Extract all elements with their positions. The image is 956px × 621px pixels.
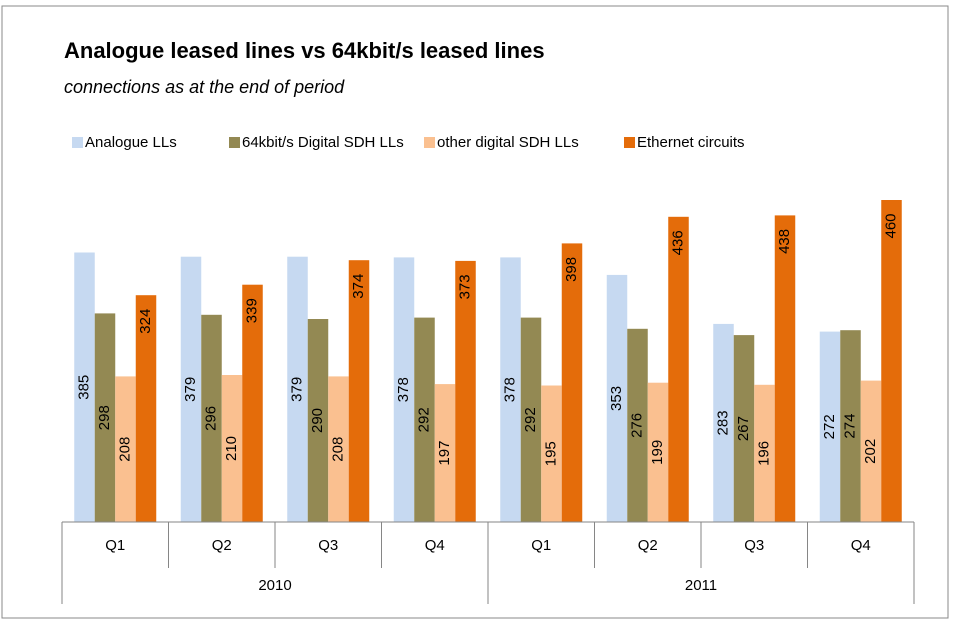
data-label: 208 [329,437,346,462]
data-label: 267 [735,416,752,441]
data-label: 195 [542,441,559,466]
data-label: 296 [202,406,219,431]
bar [455,260,476,522]
data-label: 208 [116,437,133,462]
bar [774,215,796,522]
bar [647,382,669,522]
bar [94,313,116,522]
x-tick-label: Q4 [425,537,445,554]
bar [627,328,648,522]
bar [561,243,583,522]
bar [180,256,202,522]
data-label: 196 [755,441,772,466]
data-label: 210 [223,436,240,461]
x-tick-label: Q1 [531,537,551,554]
bar [541,385,562,522]
data-label: 353 [608,386,625,411]
data-label: 272 [821,414,838,439]
data-label: 379 [182,377,199,402]
chart-title: Analogue leased lines vs 64kbit/s leased… [64,38,545,63]
legend-swatch [229,137,240,148]
data-label: 374 [350,274,367,299]
bar [393,257,415,522]
bar [606,274,628,522]
data-label: 290 [309,408,326,433]
bar [713,323,734,522]
x-tick-label: Q2 [212,537,232,554]
data-label: 292 [522,407,539,432]
bar [74,252,95,522]
bar [221,375,243,522]
bar [115,376,136,522]
bar [201,314,222,522]
data-label: 373 [456,274,473,299]
bar [520,317,542,522]
x-tick-label: Q1 [105,537,125,554]
chart-subtitle: connections as at the end of period [64,77,345,97]
data-label: 274 [841,414,858,439]
x-group-label: 2010 [258,577,291,594]
data-label: 438 [776,229,793,254]
legend-label: 64kbit/s Digital SDH LLs [242,134,404,151]
data-label: 283 [714,410,731,435]
bar [500,257,521,522]
legend-label: Analogue LLs [85,134,177,151]
bar [840,330,861,522]
data-label: 276 [628,413,645,438]
data-label: 339 [243,298,260,323]
x-tick-label: Q4 [851,537,871,554]
legend-swatch [624,137,635,148]
x-tick-label: Q3 [744,537,764,554]
data-label: 202 [862,439,879,464]
bar [348,260,370,522]
bar [287,256,308,522]
bar [414,317,435,522]
bar [434,384,456,522]
data-label: 378 [501,377,518,402]
data-label: 324 [137,309,154,334]
bar [668,216,689,523]
legend-label: Ethernet circuits [637,134,745,151]
x-group-label: 2011 [685,577,717,594]
data-label: 379 [288,377,305,402]
data-label: 460 [882,213,899,238]
bar [819,331,841,522]
legend-swatch [424,137,435,148]
data-label: 398 [563,257,580,282]
data-label: 292 [415,407,432,432]
bar [242,284,263,522]
data-label: 385 [75,375,92,400]
legend-label: other digital SDH LLs [437,134,579,151]
data-label: 298 [96,405,113,430]
bar [754,384,775,522]
legend-swatch [72,137,83,148]
data-label: 197 [436,441,453,466]
bar [135,295,157,522]
data-label: 199 [649,440,666,465]
bar [733,335,755,522]
data-label: 436 [669,230,686,255]
bar [307,319,329,522]
bar [860,380,882,522]
bar [881,200,902,522]
x-tick-label: Q2 [638,537,658,554]
data-label: 378 [395,377,412,402]
x-tick-label: Q3 [318,537,338,554]
bar [328,376,349,522]
